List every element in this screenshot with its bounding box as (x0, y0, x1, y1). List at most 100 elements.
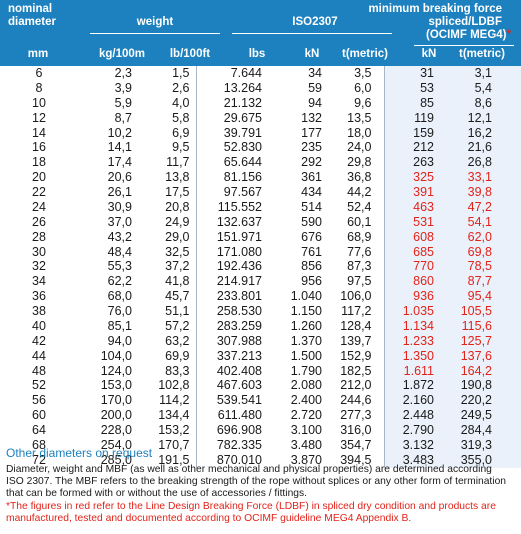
table-cell: 43,2 (107, 229, 132, 244)
table-cell: 59 (308, 80, 322, 95)
table-row: 28 43,2 29,0 151.971 676 68,9 608 62,0 (0, 229, 521, 245)
table-cell: 105,5 (438, 304, 496, 319)
table-cell: 85 (383, 95, 438, 111)
table-cell: 114,2 (159, 393, 190, 408)
table-cell: 14 (32, 125, 46, 140)
table-cell: 7.644 (195, 66, 276, 81)
table-cell: 177 (301, 125, 322, 140)
table-cell: 164,2 (438, 363, 496, 379)
table-cell: 770 (383, 259, 438, 275)
table-cell: 24,9 (165, 214, 190, 229)
table-cell: 41,8 (165, 274, 190, 289)
table-cell: 115,6 (438, 318, 496, 334)
table-cell: 20,8 (165, 199, 190, 214)
table-cell: 44,2 (347, 185, 372, 199)
table-cell: 4,0 (172, 95, 190, 110)
table-cell: 5,9 (114, 95, 132, 110)
table-cell: 192.436 (195, 259, 276, 275)
table-row: 36 68,0 45,7 233.801 1.040 106,0 936 95,4 (0, 289, 521, 304)
table-cell: 39,8 (438, 185, 496, 200)
table-cell: 81.156 (195, 170, 276, 185)
table-cell: 42 (32, 333, 46, 348)
table-cell: 21,6 (438, 140, 496, 156)
table-cell: 33,1 (438, 170, 496, 185)
table-row: 14 10,2 6,9 39.791 177 18,0 159 16,2 (0, 125, 521, 141)
table-cell: 151.971 (195, 229, 276, 245)
table-cell-spacer (496, 437, 521, 453)
table-row: 8 3,9 2,6 13.264 59 6,0 53 5,4 (0, 80, 521, 96)
table-cell: 761 (301, 244, 322, 259)
spec-table: 6 2,3 1,5 7.644 34 3,5 31 3,1 8 3,9 2,6 13.264 59 6,0… (0, 66, 521, 468)
table-cell: 514 (301, 199, 322, 214)
table-row: 18 17,4 11,7 65.644 292 29,8 263 26,8 (0, 155, 521, 171)
unit-t-metric: t(metric) (341, 48, 388, 60)
table-cell: 68 (32, 437, 46, 452)
table-cell-spacer (496, 333, 521, 349)
table-cell: 34 (32, 274, 46, 289)
table-cell: 69,8 (438, 244, 496, 260)
unit-lb-100ft: lb/100ft (169, 48, 211, 60)
table-cell: 83,3 (165, 363, 190, 378)
table-cell: 102,8 (158, 378, 190, 393)
other-diameters-note: Other diameters on request (6, 446, 153, 460)
table-cell: 590 (301, 214, 322, 229)
table-cell: 6,0 (354, 80, 372, 95)
table-cell: 30 (32, 244, 46, 259)
unit-kn: kN (304, 48, 320, 60)
table-cell: 1.790 (290, 363, 322, 378)
table-cell: 171.080 (195, 244, 276, 260)
asterisk-mark: * (506, 29, 511, 41)
table-cell: 18 (32, 155, 46, 170)
table-cell: 10,2 (107, 125, 132, 140)
table-cell: 87,3 (347, 259, 372, 274)
table-cell: 214.917 (195, 274, 276, 290)
table-cell: 32,5 (165, 244, 190, 259)
table-cell: 1.150 (290, 304, 322, 318)
table-cell: 2.160 (383, 393, 438, 409)
footnote: Diameter, weight and MBF (as well as oth… (6, 464, 507, 499)
table-row: 24 30,9 20,8 115.552 514 52,4 463 47,2 (0, 199, 521, 215)
table-cell: 391 (383, 185, 438, 200)
table-cell-spacer (496, 423, 521, 438)
unit-lbs: lbs (248, 48, 266, 60)
unit-mm: mm (27, 48, 49, 60)
table-cell: 292 (301, 155, 322, 170)
table-cell: 38 (32, 304, 46, 318)
table-cell: 85,1 (107, 318, 132, 333)
table-cell-spacer (496, 110, 521, 126)
table-cell: 159 (383, 125, 438, 141)
spliced-heading: spliced/LDBF (428, 16, 502, 28)
table-row: 60 200,0 134,4 611.480 2.720 277,3 2.448 249,5 (0, 408, 521, 423)
table-cell: 36 (32, 289, 46, 304)
unit-t-metric-spliced: t(metric) (458, 48, 505, 60)
table-cell-spacer (496, 318, 521, 334)
table-cell: 355,0 (438, 452, 496, 468)
table-cell: 2,6 (172, 80, 190, 95)
table-cell: 54,1 (438, 214, 496, 230)
table-cell: 26,1 (107, 185, 132, 199)
table-cell: 9,5 (172, 140, 190, 155)
table-cell: 1,5 (172, 66, 190, 80)
table-cell: 200,0 (100, 408, 132, 423)
table-cell: 29,8 (347, 155, 372, 170)
table-cell: 152,9 (340, 348, 372, 363)
table-cell: 139,7 (340, 333, 372, 348)
table-cell: 117,2 (341, 304, 372, 318)
table-cell: 24 (32, 199, 46, 214)
table-cell: 34 (308, 66, 322, 80)
table-cell: 37,0 (107, 214, 132, 229)
table-row: 22 26,1 17,5 97.567 434 44,2 391 39,8 (0, 185, 521, 200)
table-cell-spacer (496, 378, 521, 394)
table-cell: 6 (35, 66, 43, 80)
table-cell: 394,5 (340, 452, 372, 467)
table-cell: 870.010 (195, 452, 276, 468)
table-cell-spacer (496, 170, 521, 185)
table-cell: 191,5 (158, 452, 190, 467)
table-cell: 212,0 (340, 378, 372, 393)
table-cell: 53 (383, 80, 438, 96)
table-cell: 2.448 (383, 408, 438, 423)
table-cell: 18,0 (347, 125, 372, 140)
table-row: 56 170,0 114,2 539.541 2.400 244,6 2.160 220,2 (0, 393, 521, 409)
nominal-diameter-heading: nominal diameter (8, 3, 56, 28)
table-cell: 9,6 (354, 95, 372, 110)
